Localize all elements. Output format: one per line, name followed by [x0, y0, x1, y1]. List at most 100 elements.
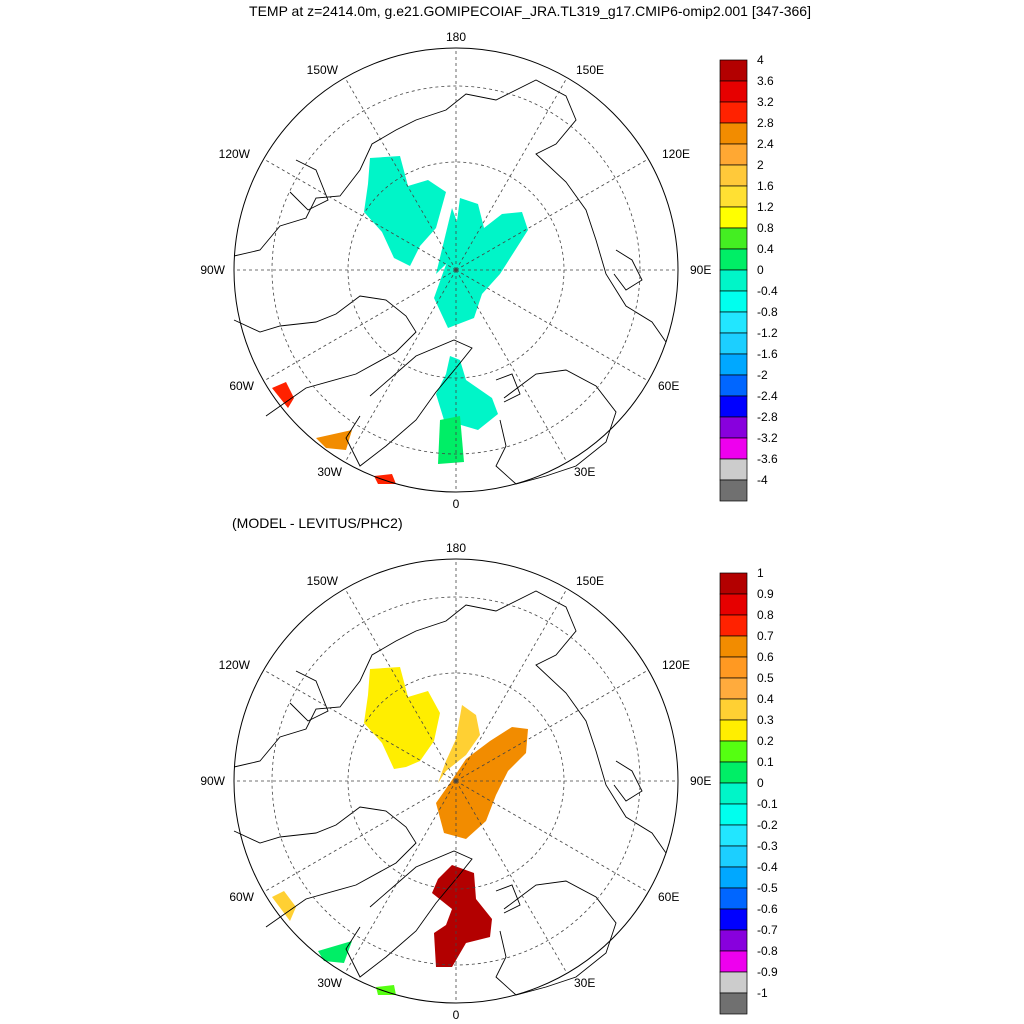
longitude-label: 60E: [658, 379, 679, 393]
iceland-basin-region: [374, 474, 396, 484]
labrador-sea-region: [272, 891, 296, 921]
coastline: [233, 295, 417, 417]
colorbar-swatch: [719, 719, 748, 742]
colorbar-label: 2.8: [757, 116, 774, 130]
colorbar-swatch: [719, 635, 748, 658]
colorbar-label: 1: [757, 566, 764, 580]
longitude-label: 60E: [658, 890, 679, 904]
coastline: [233, 590, 667, 854]
colorbar-label: -0.8: [757, 305, 778, 319]
colorbar-label: -3.6: [757, 452, 778, 466]
colorbar-label: -4: [757, 473, 768, 487]
longitude-label: 90W: [200, 263, 225, 277]
meridian-gridline: [455, 269, 568, 463]
map-boundary: [233, 47, 679, 493]
colorbar-swatch: [719, 572, 748, 595]
colorbar-swatch: [719, 122, 748, 145]
coastline: [495, 880, 617, 996]
meridian-gridline: [455, 780, 568, 974]
labrador-sea-region: [272, 382, 294, 408]
longitude-label: 180: [446, 541, 466, 555]
canada-basin-region: [364, 156, 446, 266]
colorbar-label: 3.2: [757, 95, 774, 109]
meridian-gridline: [344, 269, 457, 463]
colorbar-swatch: [719, 740, 748, 763]
coastline: [289, 159, 329, 211]
colorbar-swatch: [719, 479, 748, 502]
colorbar-label: -0.8: [757, 944, 778, 958]
colorbar-label: -2.4: [757, 389, 778, 403]
meridian-gridline: [455, 588, 568, 782]
colorbar-swatch: [719, 290, 748, 313]
parallel-gridline: [271, 85, 641, 455]
irminger-sea-region: [316, 430, 352, 450]
colorbar-swatch: [719, 698, 748, 721]
colorbar: 4 3.6 3.2 2.8 2.4 2 1.6 1.2 0.8 0.4 0 -0.4 -0.8 -1.2 -…: [719, 53, 778, 502]
longitude-label: 0: [453, 497, 460, 511]
difference-map-panel: 180 150W 150E 120W 120E 90W 90E 60W 60E 30W 30E 0 1 0…: [200, 541, 778, 1022]
colorbar-label: -0.1: [757, 797, 778, 811]
coastline: [495, 884, 521, 914]
meridian-gridline: [263, 158, 457, 271]
meridian-gridline: [344, 780, 457, 974]
colorbar-swatch: [719, 887, 748, 910]
colorbar-label: 0.8: [757, 221, 774, 235]
makarov-basin-region: [434, 198, 528, 328]
meridian-gridline: [344, 77, 457, 271]
longitude-label: 30E: [574, 976, 595, 990]
colorbar-swatch: [719, 950, 748, 973]
coastline: [345, 339, 473, 467]
meridian-gridline: [455, 780, 649, 893]
colorbar-label: 0.2: [757, 734, 774, 748]
colorbar-label: -0.6: [757, 902, 778, 916]
colorbar-label: 4: [757, 53, 764, 67]
meridian-gridline: [263, 269, 457, 382]
colorbar-label: -2: [757, 368, 768, 382]
colorbar-swatch: [719, 458, 748, 481]
longitude-label: 90W: [200, 774, 225, 788]
colorbar-swatch: [719, 101, 748, 124]
difference-subtitle: (MODEL - LEVITUS/PHC2): [232, 515, 403, 531]
longitude-label: 180: [446, 30, 466, 44]
temperature-map-panel: 180 150W 150E 120W 120E 90W 90E 60W 60E 30W 30E 0 4 3…: [200, 30, 778, 511]
meridian-gridline: [344, 588, 457, 782]
longitude-label: 90E: [690, 774, 711, 788]
colorbar-swatch: [719, 992, 748, 1015]
colorbar-label: 0.9: [757, 587, 774, 601]
colorbar: 1 0.9 0.8 0.7 0.6 0.5 0.4 0.3 0.2 0.1 0 -0.1 -0.2 -0.…: [719, 566, 778, 1015]
colorbar-swatch: [719, 677, 748, 700]
meridian-gridline: [263, 669, 457, 782]
makarov-basin-region: [438, 705, 480, 783]
colorbar-swatch: [719, 143, 748, 166]
longitude-label: 150W: [307, 63, 339, 77]
colorbar-swatch: [719, 332, 748, 355]
fram-strait-region: [436, 356, 498, 430]
longitude-label: 30W: [317, 976, 342, 990]
colorbar-label: 0.4: [757, 242, 774, 256]
canada-basin-region: [364, 667, 440, 769]
coastline: [613, 249, 643, 291]
colorbar-label: -0.5: [757, 881, 778, 895]
colorbar-swatch: [719, 269, 748, 292]
coastline: [233, 806, 417, 928]
colorbar-label: -0.4: [757, 284, 778, 298]
colorbar-swatch: [719, 185, 748, 208]
colorbar-swatch: [719, 866, 748, 889]
colorbar-swatch: [719, 227, 748, 250]
irminger-sea-region: [318, 941, 352, 963]
longitude-label: 30E: [574, 465, 595, 479]
meridian-gridline: [455, 158, 649, 271]
greenland-norwegian-sea-region: [432, 865, 492, 967]
longitude-label: 120W: [219, 147, 251, 161]
meridian-gridline: [263, 780, 457, 893]
amundsen-nansen-region: [436, 727, 528, 839]
longitude-label: 60W: [229, 890, 254, 904]
longitude-label: 0: [453, 1008, 460, 1022]
colorbar-label: -1: [757, 986, 768, 1000]
colorbar-swatch: [719, 311, 748, 334]
colorbar-swatch: [719, 761, 748, 784]
map-boundary: [233, 558, 679, 1004]
colorbar-swatch: [719, 59, 748, 82]
colorbar-swatch: [719, 353, 748, 376]
colorbar-label: -0.7: [757, 923, 778, 937]
